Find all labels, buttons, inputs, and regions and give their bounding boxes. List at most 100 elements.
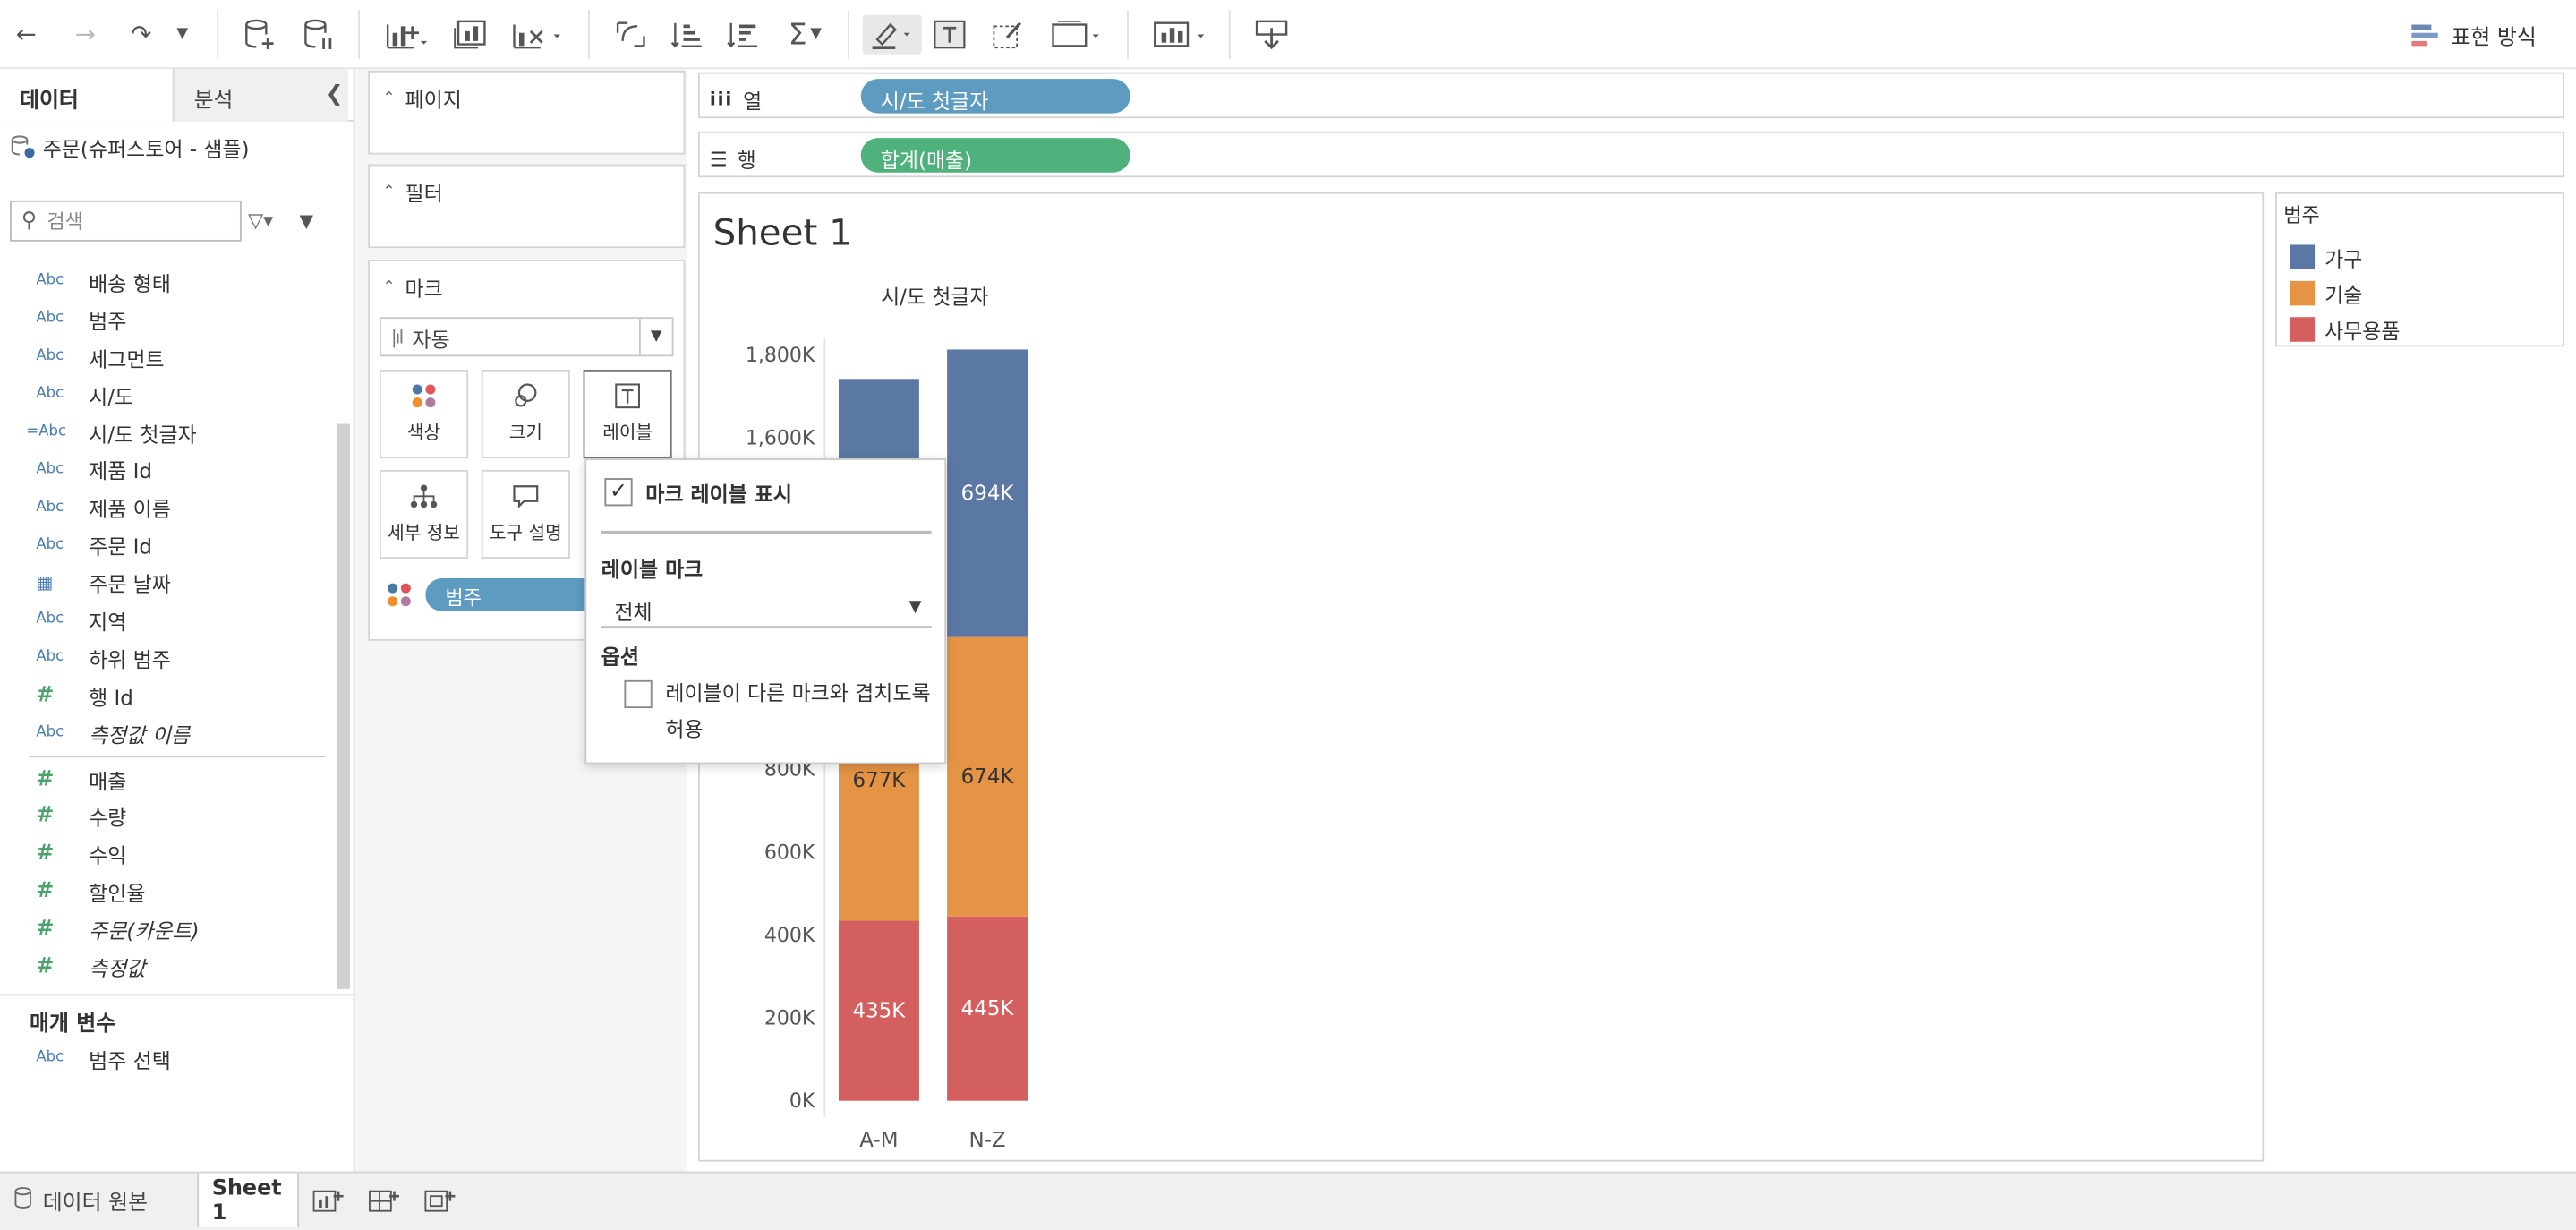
legend-item[interactable]: 가구 xyxy=(2283,238,2556,274)
legend-item[interactable]: 기술 xyxy=(2283,275,2556,311)
field-list-scrollbar[interactable] xyxy=(337,423,350,989)
new-worksheet-icon[interactable] xyxy=(309,1183,348,1218)
collapse-pane-icon[interactable]: ❮ xyxy=(325,81,344,107)
columns-field-pill[interactable]: 시/도 첫글자 xyxy=(860,79,1130,114)
columns-icon: iii xyxy=(709,89,734,110)
presentation-mode-icon[interactable] xyxy=(1150,15,1209,55)
dimension-field[interactable]: Abc 제품 Id xyxy=(0,451,338,489)
fit-icon[interactable] xyxy=(1048,15,1104,55)
search-input[interactable]: ⚲ 검색 xyxy=(10,200,242,241)
tab-analysis[interactable]: 분석 xyxy=(174,69,349,122)
size-button[interactable]: 크기 xyxy=(481,369,570,459)
allow-overlap-checkbox[interactable] xyxy=(624,679,653,709)
pane-menu-icon[interactable]: ▼ xyxy=(299,209,314,231)
dimension-field[interactable]: Abc 제품 이름 xyxy=(0,489,338,526)
color-field-pill[interactable]: 범주 xyxy=(425,578,607,611)
field-name: 시/도 첫글자 xyxy=(89,421,197,447)
sort-descending-icon[interactable] xyxy=(723,15,763,55)
pause-updates-icon[interactable] xyxy=(299,15,338,55)
columns-shelf[interactable]: iii 열 시/도 첫글자 xyxy=(698,72,2565,119)
clear-sheet-icon[interactable] xyxy=(509,15,565,55)
new-dashboard-icon[interactable] xyxy=(364,1183,404,1218)
detail-button[interactable]: 세부 정보 xyxy=(379,469,469,559)
format-workbook-icon[interactable] xyxy=(989,15,1028,55)
sheet-tab[interactable]: Sheet 1 xyxy=(197,1173,300,1228)
worksheet-view: Sheet 1 시/도 첫글자0K200K400K600K800K1,000K1… xyxy=(698,192,2265,1162)
datasource-name: 주문(슈퍼스토어 - 샘플) xyxy=(42,135,250,160)
y-tick-label: 1,800K xyxy=(746,345,815,367)
y-tick-label: 1,600K xyxy=(746,427,815,449)
dimension-field[interactable]: Abc 범주 xyxy=(0,301,338,338)
mark-type-select[interactable]: |ıl 자동 ▼ xyxy=(379,317,674,357)
filter-icon[interactable]: ▽▾ xyxy=(248,209,274,232)
dimension-field[interactable]: Abc 하위 범주 xyxy=(0,639,338,677)
rows-field-pill[interactable]: 합계(매출) xyxy=(860,138,1130,173)
measure-field[interactable]: # 수익 xyxy=(0,835,338,873)
bar-data-label: 694K xyxy=(961,482,1015,505)
chevron-down-icon[interactable]: ▼ xyxy=(638,319,672,355)
field-name: 할인율 xyxy=(89,881,146,906)
totals-icon[interactable]: Σ ▼ xyxy=(788,17,822,52)
dimension-field[interactable]: ▦ 주문 날짜 xyxy=(0,564,338,602)
search-icon: ⚲ xyxy=(21,208,38,233)
new-story-icon[interactable] xyxy=(421,1183,460,1218)
legend-label: 가구 xyxy=(2324,245,2363,270)
datasource-tab[interactable]: 데이터 원본 xyxy=(0,1173,161,1227)
measure-field[interactable]: # 측정값 xyxy=(0,948,338,986)
dimension-field[interactable]: =Abc 시/도 첫글자 xyxy=(0,414,338,451)
legend-item[interactable]: 사무용품 xyxy=(2283,311,2556,346)
dimension-field[interactable]: Abc 측정값 이름 xyxy=(0,714,338,752)
duplicate-sheet-icon[interactable] xyxy=(450,15,490,55)
show-mark-labels-icon[interactable] xyxy=(930,15,969,55)
bar-data-label: 435K xyxy=(853,999,907,1022)
replay-dropdown-icon[interactable]: ▼ xyxy=(176,26,189,43)
color-button[interactable]: 색상 xyxy=(379,369,469,459)
sort-ascending-icon[interactable] xyxy=(667,15,706,55)
label-button[interactable]: 레이블 xyxy=(583,369,672,459)
undo-icon[interactable]: ← xyxy=(15,20,37,50)
filters-card[interactable]: ⌃ 필터 xyxy=(368,164,686,249)
dimension-field[interactable]: Abc 시/도 xyxy=(0,376,338,414)
field-name: 범주 선택 xyxy=(89,1047,171,1073)
chevron-up-icon[interactable]: ⌃ xyxy=(382,278,396,295)
number-type-icon: # xyxy=(36,954,55,979)
redo-icon[interactable]: → xyxy=(74,20,96,50)
field-name: 주문 날짜 xyxy=(89,571,171,597)
datasource-item[interactable]: 주문(슈퍼스토어 - 샘플) xyxy=(0,122,354,171)
dimension-field[interactable]: # 행 Id xyxy=(0,677,338,714)
swap-rows-columns-icon[interactable] xyxy=(611,15,651,55)
dimension-field[interactable]: Abc 주문 Id xyxy=(0,526,338,564)
measure-field[interactable]: # 수량 xyxy=(0,798,338,835)
allow-overlap-text-line2: 허용 xyxy=(665,716,704,741)
rows-shelf[interactable]: ☰ 행 합계(매출) xyxy=(698,131,2565,178)
rows-label: 행 xyxy=(737,148,756,173)
measure-field[interactable]: # 할인율 xyxy=(0,873,338,910)
chevron-up-icon[interactable]: ⌃ xyxy=(382,183,396,201)
replay-icon[interactable]: ↷ xyxy=(131,20,152,50)
show-me-label: 표현 방식 xyxy=(2451,26,2537,51)
share-icon[interactable] xyxy=(1252,15,1292,55)
string-type-icon: Abc xyxy=(36,461,64,478)
string-type-icon: Abc xyxy=(36,273,64,290)
color-icon xyxy=(386,582,412,615)
show-me-button[interactable]: 표현 방식 xyxy=(2411,20,2537,51)
tab-data[interactable]: 데이터 xyxy=(0,69,175,122)
dimension-field[interactable]: Abc 배송 형태 xyxy=(0,263,338,301)
color-legend: 범주 가구 기술 사무용품 xyxy=(2275,192,2565,347)
tooltip-button[interactable]: 도구 설명 xyxy=(481,469,570,559)
measure-field[interactable]: # 매출 xyxy=(0,760,338,798)
show-labels-checkbox[interactable]: ✓ xyxy=(604,478,633,507)
field-name: 주문(카운트) xyxy=(89,918,200,944)
new-datasource-icon[interactable] xyxy=(240,15,279,55)
dimension-field[interactable]: Abc 세그먼트 xyxy=(0,338,338,376)
label-marks-select[interactable]: 전체 ▼ xyxy=(601,588,932,628)
measure-field[interactable]: # 주문(카운트) xyxy=(0,910,338,948)
highlight-icon[interactable] xyxy=(862,14,922,55)
new-worksheet-icon[interactable] xyxy=(381,15,431,55)
y-tick-label: 0K xyxy=(789,1090,815,1113)
dimension-field[interactable]: Abc 지역 xyxy=(0,602,338,639)
pages-card[interactable]: ⌃ 페이지 xyxy=(368,70,686,155)
chevron-up-icon[interactable]: ⌃ xyxy=(382,90,396,107)
chevron-down-icon[interactable]: ▼ xyxy=(908,598,922,617)
parameter-field[interactable]: Abc 범주 선택 xyxy=(0,1040,338,1078)
